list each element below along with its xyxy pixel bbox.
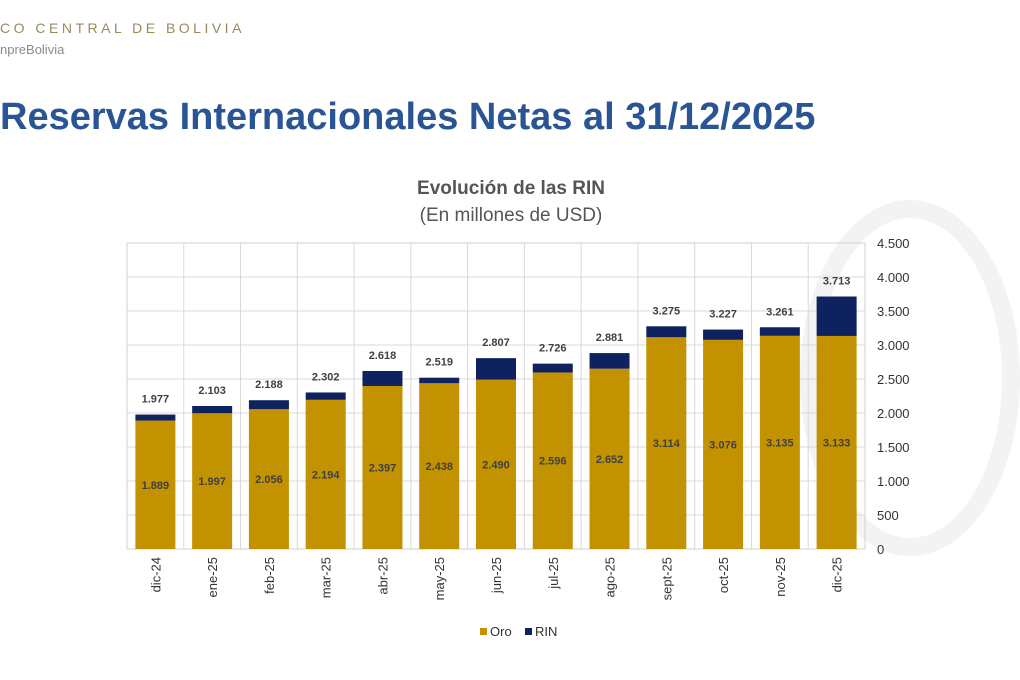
total-data-label: 2.726 <box>539 343 567 355</box>
x-tick-label: feb-25 <box>262 557 277 594</box>
total-data-label: 3.713 <box>823 276 851 288</box>
x-tick-label: ene-25 <box>205 557 220 597</box>
chart-title: Evolución de las RIN <box>417 178 605 199</box>
bar-oro <box>192 413 233 549</box>
social-handle: npreBolivia <box>0 42 65 57</box>
y-tick-label: 4.500 <box>877 236 910 251</box>
bar-rin <box>419 377 460 384</box>
bar-oro <box>589 368 630 549</box>
legend-label-rin: RIN <box>535 624 557 639</box>
x-tick-label: oct-25 <box>716 557 731 593</box>
oro-data-label: 2.652 <box>596 454 624 466</box>
bar-rin <box>248 400 289 410</box>
oro-data-label: 3.114 <box>653 438 681 450</box>
legend-swatch-oro <box>480 628 487 635</box>
bar-rin <box>759 327 800 336</box>
bar-oro <box>476 379 516 549</box>
bar-rin <box>532 363 573 373</box>
oro-data-label: 3.135 <box>766 437 794 449</box>
bar-oro <box>135 420 176 549</box>
y-tick-label: 4.000 <box>877 270 910 285</box>
x-tick-label: may-25 <box>432 557 447 600</box>
bar-oro <box>703 339 744 549</box>
bar-oro <box>759 335 800 549</box>
x-tick-label: jul-25 <box>546 557 561 590</box>
x-tick-label: sept-25 <box>659 557 674 600</box>
bar-oro <box>816 335 857 549</box>
bar-oro <box>419 383 460 549</box>
bar-rin <box>476 358 516 380</box>
chart-subtitle: (En millones de USD) <box>420 205 603 226</box>
oro-data-label: 2.438 <box>425 461 453 473</box>
total-data-label: 2.807 <box>482 337 510 349</box>
oro-data-label: 2.596 <box>539 456 567 468</box>
oro-data-label: 1.889 <box>142 480 170 492</box>
total-data-label: 1.977 <box>142 394 170 406</box>
bar-rin <box>135 414 176 421</box>
page-title: Reservas Internacionales Netas al 31/12/… <box>0 96 816 138</box>
oro-data-label: 2.397 <box>369 463 397 475</box>
oro-data-label: 2.056 <box>255 474 283 486</box>
x-tick-label: jun-25 <box>489 557 504 594</box>
bar-oro <box>362 386 403 549</box>
total-data-label: 3.227 <box>709 309 737 321</box>
y-tick-label: 500 <box>877 508 899 523</box>
bar-rin <box>816 296 857 336</box>
y-tick-label: 2.000 <box>877 406 910 421</box>
y-tick-label: 3.000 <box>877 338 910 353</box>
legend-label-oro: Oro <box>490 624 512 639</box>
bar-oro <box>305 399 346 549</box>
total-data-label: 2.188 <box>255 379 283 391</box>
bar-rin <box>646 326 687 338</box>
bar-rin <box>305 392 346 400</box>
brand-name: CO CENTRAL DE BOLIVIA <box>0 20 245 36</box>
total-data-label: 2.103 <box>198 385 226 397</box>
y-tick-label: 2.500 <box>877 372 910 387</box>
total-data-label: 2.881 <box>596 332 624 344</box>
oro-data-label: 2.194 <box>312 469 340 481</box>
x-tick-label: ago-25 <box>603 557 618 597</box>
bar-oro <box>646 337 687 549</box>
x-tick-label: dic-25 <box>830 557 845 592</box>
total-data-label: 2.519 <box>425 357 453 369</box>
y-tick-label: 1.000 <box>877 474 910 489</box>
y-tick-label: 3.500 <box>877 304 910 319</box>
total-data-label: 2.618 <box>369 350 397 362</box>
total-data-label: 3.261 <box>766 306 794 318</box>
total-data-label: 3.275 <box>653 305 681 317</box>
oro-data-label: 2.490 <box>482 459 510 471</box>
y-tick-label: 1.500 <box>877 440 910 455</box>
y-tick-label: 0 <box>877 542 884 557</box>
total-data-label: 2.302 <box>312 371 340 383</box>
x-tick-label: abr-25 <box>375 557 390 595</box>
bar-rin <box>362 370 403 387</box>
bar-oro <box>532 372 573 549</box>
bar-rin <box>589 353 630 369</box>
x-tick-label: mar-25 <box>319 557 334 598</box>
x-tick-label: dic-24 <box>148 557 163 592</box>
bar-rin <box>192 405 233 414</box>
oro-data-label: 1.997 <box>198 476 226 488</box>
bar-rin <box>703 329 744 340</box>
oro-data-label: 3.133 <box>823 437 851 449</box>
x-tick-label: nov-25 <box>773 557 788 597</box>
bar-oro <box>248 409 289 549</box>
legend-swatch-rin <box>525 628 532 635</box>
oro-data-label: 3.076 <box>709 439 737 451</box>
